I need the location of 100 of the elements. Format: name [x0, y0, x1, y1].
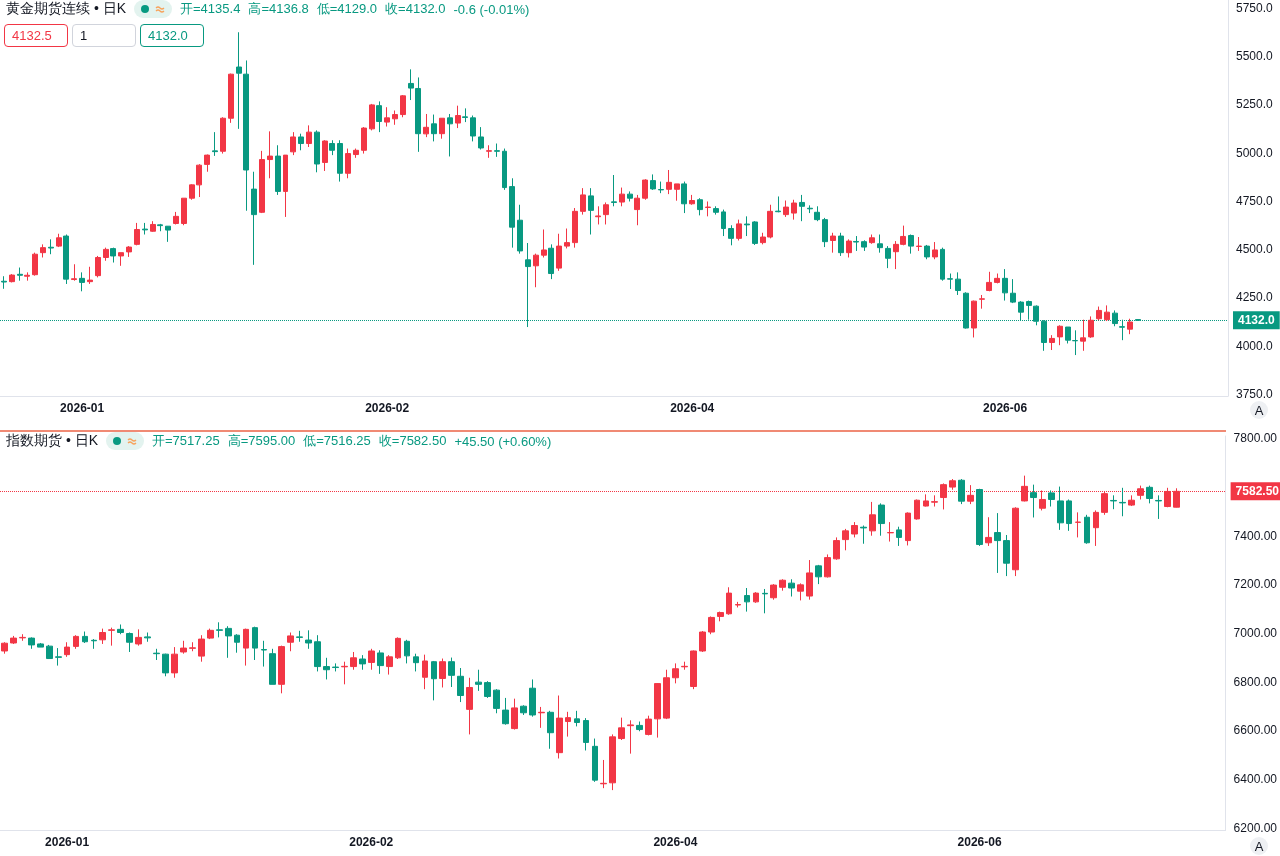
candlestick [207, 628, 214, 640]
candlestick [1088, 315, 1094, 339]
candlestick [799, 194, 805, 222]
y-tick-label: 7000.00 [1233, 626, 1278, 640]
candlestick [947, 273, 953, 290]
candlestick [986, 271, 992, 292]
candlestick [595, 205, 601, 225]
candlestick [162, 653, 169, 677]
annotation: 高=7595.00 [227, 432, 296, 450]
candlestick [91, 638, 97, 650]
y-tick-label: 4500.0 [1236, 242, 1274, 257]
candlestick [509, 177, 515, 249]
candlestick [457, 667, 464, 703]
annotation: 4132.0 [140, 24, 204, 47]
candlestick [1, 641, 8, 655]
candlestick [287, 632, 294, 652]
candlestick [1127, 318, 1133, 335]
candlestick [924, 244, 930, 260]
candlestick [574, 710, 580, 727]
candlestick [204, 154, 210, 173]
candlestick [556, 695, 563, 759]
candlestick [117, 623, 124, 635]
chart-title: 黄金期货连续 • 日K [6, 0, 127, 18]
candlestick [713, 205, 719, 216]
candlestick [627, 190, 633, 202]
x-tick-label: 2026-04 [653, 835, 698, 849]
candlestick [878, 502, 885, 537]
candlestick [940, 247, 945, 282]
candlestick [384, 106, 390, 128]
candlestick [775, 195, 781, 213]
candlestick [314, 129, 320, 173]
candlestick [103, 247, 109, 262]
candlestick [350, 651, 357, 671]
candlestick [17, 267, 23, 282]
candlestick [923, 493, 929, 508]
candlestick [439, 658, 446, 688]
candlestick [135, 628, 142, 647]
candlestick [517, 204, 523, 255]
candlestick [423, 113, 429, 138]
text: A [1250, 401, 1268, 419]
annotation: 高=4136.8 [248, 0, 309, 18]
annotation: 4132.5 [4, 24, 68, 47]
candlestick [885, 245, 891, 269]
candlestick [533, 253, 539, 288]
candlestick [48, 238, 54, 255]
candlestick [611, 174, 617, 207]
candlestick [422, 654, 428, 690]
candlestick [851, 521, 858, 538]
candlestick [386, 654, 393, 676]
candlestick [79, 271, 85, 292]
candlestick [110, 247, 116, 264]
candlestick [377, 649, 384, 675]
candlestick [261, 640, 267, 668]
candlestick [541, 228, 547, 258]
candlestick [431, 114, 437, 142]
candlestick [298, 133, 304, 151]
x-tick-label: 2026-01 [60, 401, 105, 415]
annotation: 收=7582.50 [378, 432, 447, 450]
candlestick [332, 662, 339, 672]
candlestick [689, 194, 695, 206]
candlestick [603, 201, 609, 225]
text: A [1250, 837, 1268, 855]
candlestick [600, 759, 607, 789]
candlestick [580, 187, 586, 216]
candlestick [588, 187, 594, 236]
candlestick [46, 644, 53, 660]
candlestick [728, 224, 734, 246]
candlestick [994, 273, 1000, 284]
candlestick [788, 578, 795, 598]
y-tick-label: 7800.00 [1233, 431, 1278, 446]
candlestick [252, 626, 258, 661]
candlestick [916, 236, 922, 252]
candlestick [198, 634, 205, 663]
candlestick [323, 657, 330, 680]
candlestick [797, 582, 804, 601]
candlestick [173, 211, 179, 225]
candlestick [413, 653, 419, 672]
candlestick [736, 219, 742, 241]
candlestick [486, 144, 492, 159]
candlestick [565, 711, 571, 738]
candlestick [627, 719, 634, 755]
candlestick [650, 173, 656, 191]
candlestick [376, 100, 382, 133]
candlestick [958, 478, 965, 505]
candlestick [502, 148, 507, 191]
candlestick [9, 273, 15, 283]
x-tick-label: 2026-02 [349, 835, 394, 849]
candlestick [955, 271, 961, 296]
y-tick-label: 4250.0 [1236, 290, 1274, 305]
candlestick [674, 183, 680, 202]
candlestick [40, 243, 46, 258]
candlestick [447, 113, 453, 157]
candlestick [853, 235, 859, 252]
candlestick [24, 271, 30, 282]
annotation: +45.50 (+0.60%) [454, 433, 552, 449]
candlestick [779, 578, 786, 592]
candlestick [32, 252, 38, 277]
y-tick-label: 6400.00 [1233, 771, 1278, 786]
candlestick [220, 116, 226, 155]
candlestick [99, 628, 106, 645]
